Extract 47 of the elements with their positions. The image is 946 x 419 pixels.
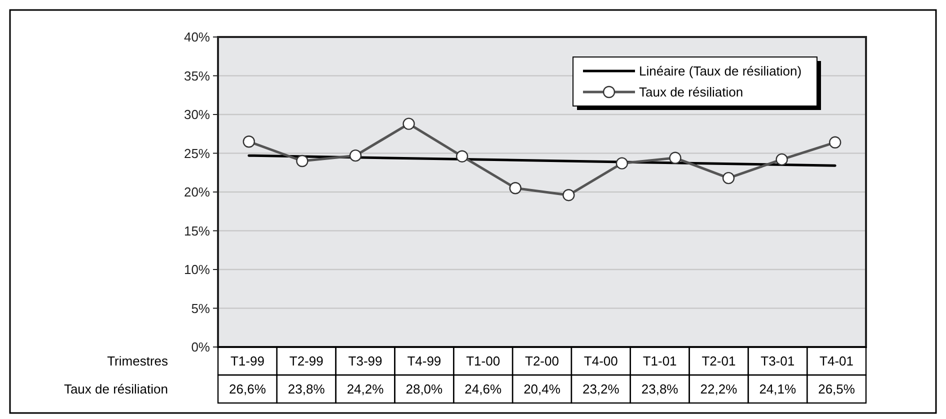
text: Taux de résiliation bbox=[64, 382, 168, 397]
point bbox=[509, 182, 522, 194]
text: T4-01 bbox=[820, 354, 854, 369]
point bbox=[296, 154, 308, 168]
text: 28,0% bbox=[406, 382, 444, 397]
point bbox=[349, 149, 362, 162]
point bbox=[722, 172, 735, 184]
text: T3-99 bbox=[348, 354, 382, 369]
text: 24,6% bbox=[464, 382, 502, 397]
y-tick-label: 30% bbox=[184, 107, 210, 122]
y-tick-label: 0% bbox=[191, 340, 210, 355]
text: 23,8% bbox=[288, 382, 326, 397]
y-tick-label: 10% bbox=[184, 262, 210, 278]
text: T2-00 bbox=[525, 354, 559, 369]
point bbox=[456, 150, 468, 162]
text: 23,8% bbox=[641, 382, 679, 397]
text: 26,6% bbox=[229, 382, 266, 397]
point bbox=[242, 136, 256, 148]
text: 24,1% bbox=[759, 382, 796, 397]
point bbox=[616, 157, 628, 170]
text: T3-01 bbox=[760, 354, 795, 369]
legend-label: Linéaire (Taux de résiliation) bbox=[639, 64, 802, 79]
y-tick-label: 40% bbox=[184, 30, 210, 45]
point bbox=[562, 189, 575, 202]
text: 26,5% bbox=[818, 382, 856, 397]
point bbox=[669, 152, 682, 164]
text: T4-00 bbox=[584, 354, 618, 369]
point bbox=[776, 153, 788, 166]
text: T2-01 bbox=[702, 354, 736, 369]
text: T2-99 bbox=[289, 354, 324, 369]
y-tick-label: 25% bbox=[184, 146, 210, 161]
point bbox=[402, 118, 415, 130]
text: Trimestres bbox=[107, 354, 168, 369]
y-tick-label: 15% bbox=[184, 223, 210, 238]
y-tick-label: 5% bbox=[191, 300, 210, 316]
text: T1-01 bbox=[642, 354, 677, 369]
text: T1-00 bbox=[466, 354, 500, 369]
legend-label: Taux de résiliation bbox=[639, 84, 744, 100]
y-tick-label: 35% bbox=[184, 68, 210, 84]
y-tick-label: 20% bbox=[184, 184, 210, 200]
text: 20,4% bbox=[524, 382, 561, 397]
text: 23,2% bbox=[582, 382, 620, 397]
text: T4-99 bbox=[407, 354, 442, 369]
text: 24,2% bbox=[346, 382, 384, 397]
text: 22,2% bbox=[700, 382, 738, 397]
text: T1-99 bbox=[230, 354, 264, 369]
point bbox=[828, 136, 842, 148]
